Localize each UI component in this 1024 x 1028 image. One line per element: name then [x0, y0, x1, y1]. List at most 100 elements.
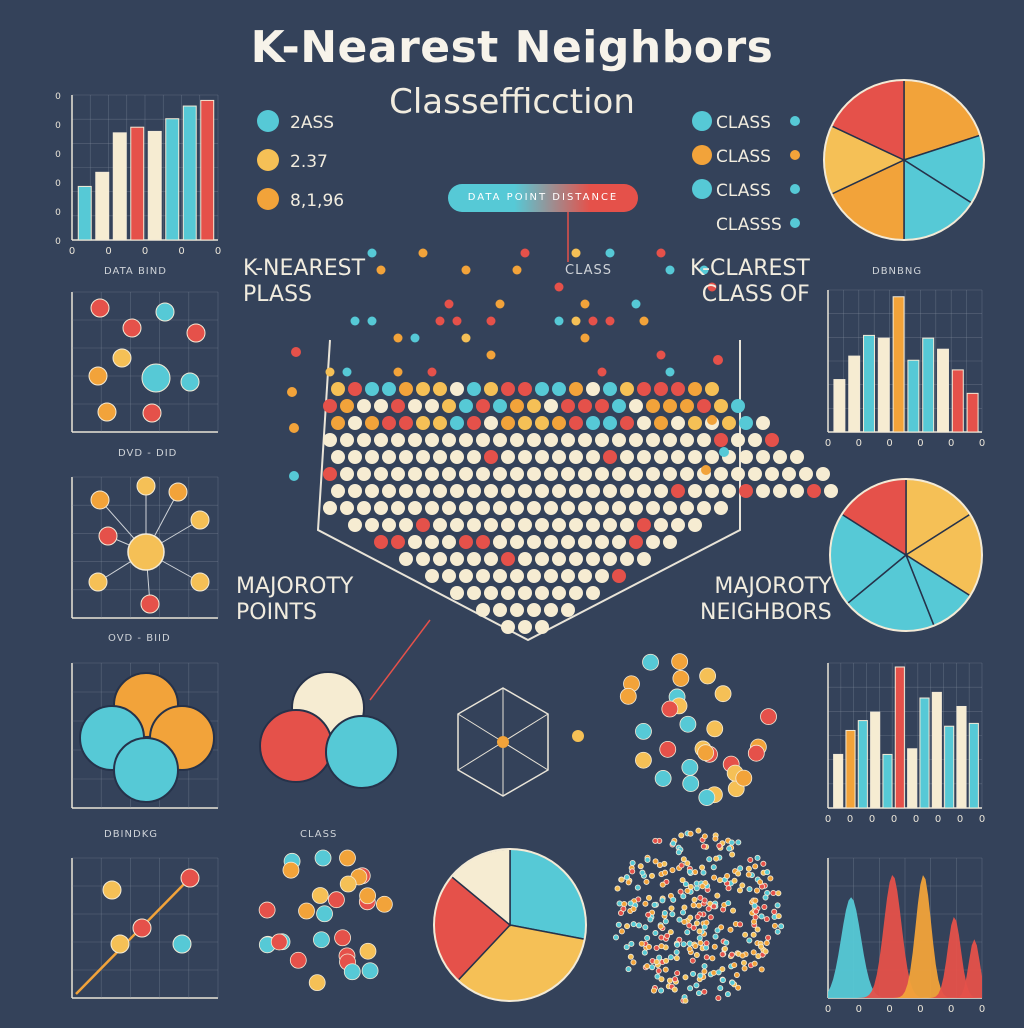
dense-cluster-dot: [758, 943, 765, 950]
data-point: [561, 501, 575, 515]
legend-right-dot: [692, 179, 712, 199]
area-chart-area: [828, 897, 982, 998]
dense-cluster-dot: [687, 914, 694, 921]
mini-scatter-point: [186, 323, 206, 343]
mini-bar-chart-xtick-label: 0: [178, 246, 184, 257]
dense-cluster-dot: [654, 973, 661, 980]
mini-bar-chart-bar: [112, 132, 127, 241]
trend-point: [132, 918, 152, 938]
page-title: K-Nearest Neighbors: [250, 22, 774, 73]
right-bar-chart-bar: [907, 359, 920, 433]
data-point: [688, 484, 702, 498]
data-point: [518, 620, 532, 634]
scatter-point: [656, 350, 666, 360]
legend-right-label: CLASSS: [716, 215, 782, 235]
data-point: [705, 450, 719, 464]
distance-pill: DATA POINT DISTANCE: [448, 184, 638, 212]
dense-cluster-dot: [652, 858, 659, 865]
cluster-dot: [714, 685, 732, 703]
data-point: [433, 450, 447, 464]
scatter-point: [571, 248, 581, 258]
data-point: [620, 552, 634, 566]
dense-cluster-dot: [687, 830, 694, 837]
trend-point: [172, 934, 192, 954]
dense-cluster-dot: [693, 920, 700, 927]
data-point: [569, 416, 583, 430]
right-bar-chart-2-xtick-label: 0: [935, 814, 941, 825]
data-point: [416, 552, 430, 566]
data-point: [459, 467, 473, 481]
data-point: [535, 518, 549, 532]
data-point: [816, 467, 830, 481]
scatter-point: [699, 265, 709, 275]
data-point: [663, 399, 677, 413]
scatter-point: [597, 367, 607, 377]
data-point: [586, 416, 600, 430]
dense-cluster-dot: [646, 894, 653, 901]
dense-cluster-dot: [701, 833, 708, 840]
mini-bar-chart-bar: [147, 130, 162, 241]
dense-cluster-dot: [639, 869, 646, 876]
dense-cluster-dot: [682, 881, 689, 888]
scatter-point: [631, 299, 641, 309]
scatter-point: [495, 299, 505, 309]
dense-cluster-dot: [629, 868, 636, 875]
data-point: [646, 399, 660, 413]
dense-cluster-dot: [694, 913, 701, 920]
area-chart-area: [828, 875, 982, 998]
data-point: [722, 484, 736, 498]
dense-cluster-dot: [719, 951, 726, 958]
dense-cluster-dot: [726, 845, 733, 852]
dense-cluster-dot: [663, 957, 670, 964]
dense-cluster-dot: [770, 890, 777, 897]
data-point: [663, 501, 677, 515]
data-point: [442, 501, 456, 515]
dense-cluster-dot: [697, 939, 704, 946]
data-point: [680, 433, 694, 447]
data-point: [450, 382, 464, 396]
dense-cluster-dot: [613, 934, 620, 941]
legend-left-dot: [257, 149, 279, 171]
data-point: [535, 586, 549, 600]
data-point: [501, 382, 515, 396]
cluster-dot: [699, 667, 717, 685]
dense-cluster-dot: [669, 867, 676, 874]
dense-cluster-dot: [645, 911, 652, 918]
data-point: [629, 535, 643, 549]
data-point: [671, 484, 685, 498]
dense-cluster-dot: [751, 902, 758, 909]
dense-cluster-dot: [765, 934, 772, 941]
cluster-dot: [747, 744, 765, 762]
data-point: [620, 382, 634, 396]
dense-cluster-dot: [710, 969, 717, 976]
data-point: [433, 416, 447, 430]
mini-bar-chart-xtick-label: 0: [105, 246, 111, 257]
mini-scatter-caption: DVD - DID: [118, 448, 178, 459]
data-point: [399, 416, 413, 430]
data-point: [493, 433, 507, 447]
right-bar-chart-bar: [892, 296, 905, 433]
bottom-pie-slice: [509, 848, 587, 941]
data-point: [501, 518, 515, 532]
data-point: [586, 518, 600, 532]
dense-cluster-dot: [690, 924, 697, 931]
dense-cluster-dot: [722, 945, 729, 952]
mini-bar-caption: DATA BIND: [104, 266, 167, 277]
data-point: [765, 433, 779, 447]
dense-cluster-dot: [618, 876, 625, 883]
mini-network-node: [140, 594, 160, 614]
data-point: [450, 450, 464, 464]
majority-left-text: MAJOROTY POINTS: [236, 574, 354, 625]
right-bar-chart-xtick-label: 0: [886, 438, 892, 449]
cluster2-dot: [375, 895, 393, 913]
dense-cluster-dot: [731, 962, 738, 969]
scatter-point: [410, 333, 420, 343]
scatter-point: [520, 248, 530, 258]
data-point: [510, 501, 524, 515]
data-point: [629, 501, 643, 515]
data-point: [586, 586, 600, 600]
majority-pointer: [369, 619, 431, 701]
majority-right-text: MAJOROTY NEIGHBORS: [700, 574, 832, 625]
data-point: [493, 535, 507, 549]
venn2-circle: [325, 715, 399, 789]
